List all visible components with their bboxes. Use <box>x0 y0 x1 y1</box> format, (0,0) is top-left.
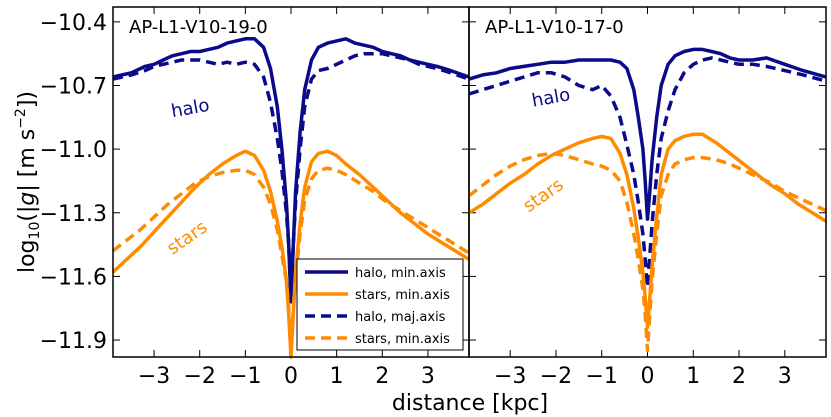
series-line <box>468 47 827 221</box>
series-line <box>111 166 470 355</box>
x-tick-label: 2 <box>375 364 389 389</box>
x-tick-label: 1 <box>686 364 700 389</box>
y-tick-label: −10.4 <box>40 11 107 36</box>
x-tick-label: 3 <box>421 364 435 389</box>
x-tick-label: −3 <box>494 364 526 389</box>
x-tick-label: 2 <box>732 364 746 389</box>
x-ticks <box>509 7 786 357</box>
series-line <box>468 132 827 330</box>
legend-box <box>296 258 464 351</box>
y-ticks <box>469 21 826 341</box>
y-tick-label: −11.0 <box>40 138 107 163</box>
x-tick-label: 0 <box>284 364 298 389</box>
legend-label: stars, min.axis <box>355 288 450 303</box>
legend-entry: halo, maj.axis <box>305 310 446 325</box>
legend: halo, min.axis stars, min.axis halo, maj… <box>296 258 464 351</box>
x-tick-label: 3 <box>778 364 792 389</box>
panel-title: AP-L1-V10-19-0 <box>129 17 268 38</box>
y-tick-labels: −10.4 −10.7 −11.0 −11.3 −11.6 −11.9 <box>40 11 107 354</box>
x-tick-label: −3 <box>138 364 170 389</box>
y-tick-label: −10.7 <box>40 74 107 99</box>
panel-title: AP-L1-V10-17-0 <box>485 17 624 38</box>
x-tick-labels-right: −3 −2 −1 0 1 2 3 <box>494 364 792 389</box>
x-axis-label: distance [kpc] <box>392 391 548 416</box>
legend-entry: halo, min.axis <box>305 266 446 281</box>
legend-entry: stars, min.axis <box>305 288 450 303</box>
y-axis-label: log10(|g| [m s−2]) <box>13 91 43 273</box>
y-tick-label: −11.6 <box>40 265 107 290</box>
series-layer <box>467 47 827 353</box>
x-tick-label: −1 <box>229 364 261 389</box>
series-line <box>468 56 827 289</box>
y-tick-label: −11.9 <box>40 329 107 354</box>
y-tick-label: −11.3 <box>40 202 107 227</box>
x-tick-label: −2 <box>540 364 572 389</box>
legend-label: stars, min.axis <box>355 332 450 347</box>
x-tick-label: 0 <box>641 364 655 389</box>
x-ticks <box>153 7 429 357</box>
y-ticks <box>113 21 469 341</box>
x-tick-labels-left: −3 −2 −1 0 1 2 3 <box>138 364 435 389</box>
plot-frame <box>468 6 827 358</box>
legend-label: halo, min.axis <box>355 266 446 281</box>
series-line <box>467 151 827 353</box>
legend-label: halo, maj.axis <box>355 310 446 325</box>
series-line <box>112 51 470 304</box>
x-tick-label: −1 <box>586 364 618 389</box>
legend-entry: stars, min.axis <box>305 332 450 347</box>
x-tick-label: 1 <box>330 364 344 389</box>
x-tick-label: −2 <box>183 364 215 389</box>
